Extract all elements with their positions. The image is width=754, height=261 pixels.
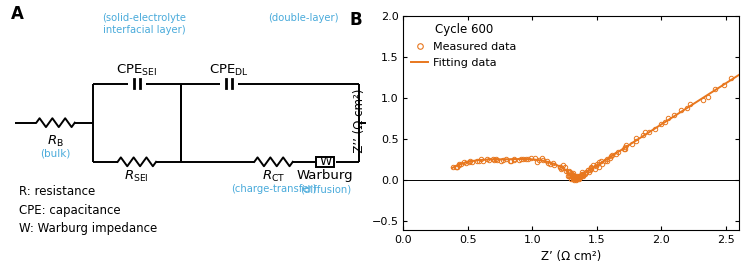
Text: $R_{\rm B}$: $R_{\rm B}$ bbox=[48, 134, 64, 149]
Text: (bulk): (bulk) bbox=[41, 149, 71, 159]
Text: CPE$_{\rm DL}$: CPE$_{\rm DL}$ bbox=[210, 63, 249, 78]
Text: CPE: capacitance: CPE: capacitance bbox=[19, 204, 120, 217]
Y-axis label: -Z’’ (Ω cm²): -Z’’ (Ω cm²) bbox=[353, 88, 366, 157]
Text: Warburg: Warburg bbox=[297, 169, 354, 182]
Text: A: A bbox=[11, 5, 24, 23]
Legend: Measured data, Fitting data: Measured data, Fitting data bbox=[406, 19, 521, 72]
Text: (solid-electrolyte
interfacial layer): (solid-electrolyte interfacial layer) bbox=[103, 13, 186, 35]
X-axis label: Z’ (Ω cm²): Z’ (Ω cm²) bbox=[541, 250, 601, 261]
Text: R: resistance: R: resistance bbox=[19, 185, 95, 198]
Text: (double-layer): (double-layer) bbox=[268, 13, 339, 23]
Text: $R_{\rm SEI}$: $R_{\rm SEI}$ bbox=[124, 169, 149, 184]
Text: W: Warburg impedance: W: Warburg impedance bbox=[19, 222, 157, 235]
Text: CPE$_{\rm SEI}$: CPE$_{\rm SEI}$ bbox=[116, 63, 158, 78]
Text: W: W bbox=[319, 155, 332, 168]
Text: B: B bbox=[350, 11, 363, 29]
Text: $R_{\rm CT}$: $R_{\rm CT}$ bbox=[262, 169, 285, 184]
Bar bbox=[317, 157, 334, 167]
Text: (charge-transfer): (charge-transfer) bbox=[231, 184, 316, 194]
Text: (diffusion): (diffusion) bbox=[299, 184, 351, 194]
